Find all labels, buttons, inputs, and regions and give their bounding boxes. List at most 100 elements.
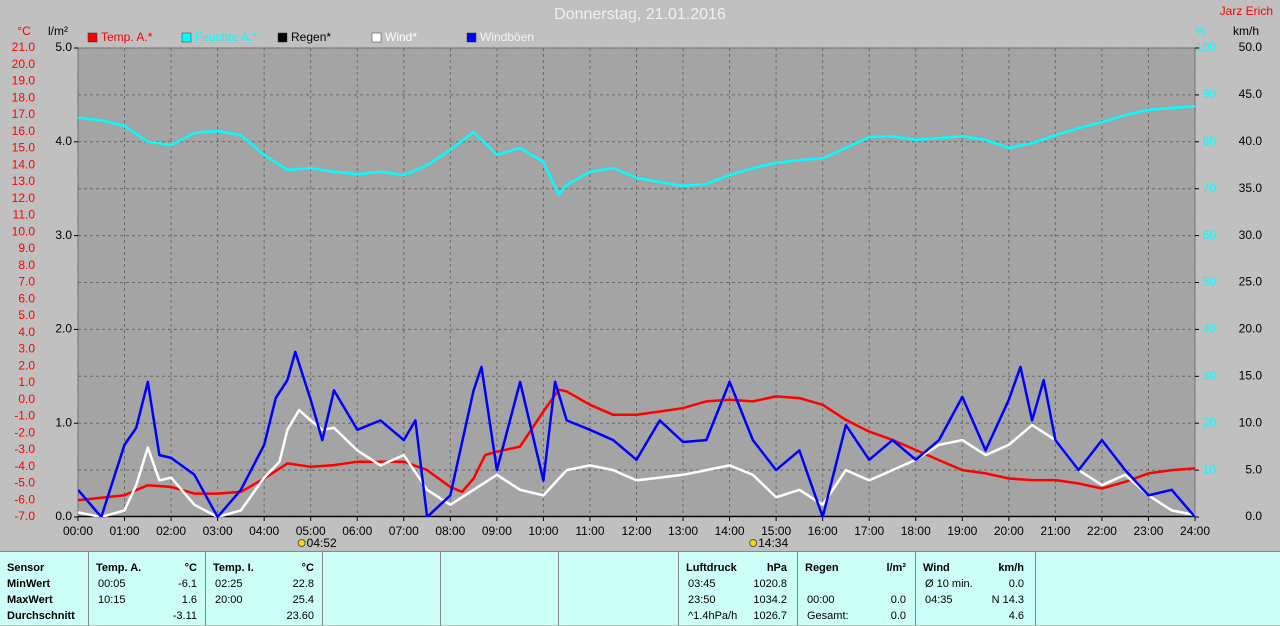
legend-label: Feuchte A.*	[195, 30, 257, 44]
y4-tick-label: 35.0	[1239, 181, 1263, 195]
y3-tick-label: 60	[1203, 228, 1217, 242]
y3-tick-label: 40	[1203, 322, 1217, 336]
y-tick-label: 5.0	[18, 308, 35, 322]
sun-marker-label: 14:34	[758, 536, 788, 550]
y-tick-label: 4.0	[18, 325, 35, 339]
divider	[88, 552, 89, 626]
legend-label: Windböen	[480, 30, 534, 44]
stats-value: 25.4	[292, 594, 314, 606]
divider	[797, 552, 798, 626]
stats-value: 0.0	[890, 594, 906, 606]
y2-tick-label: 2.0	[55, 322, 72, 336]
stats-header: Regen	[805, 562, 839, 574]
y-tick-label: 3.0	[18, 342, 35, 356]
y-tick-label: 6.0	[18, 291, 35, 305]
stats-row-label: 23:50	[688, 594, 716, 606]
y-tick-label: 13.0	[12, 174, 36, 188]
stats-block: Wind km/h Ø 10 min. 0.0 04:35 N 14.3 4.6	[915, 552, 1032, 626]
y-tick-label: 2.0	[18, 358, 35, 372]
y-tick-label: 12.0	[12, 191, 36, 205]
divider	[205, 552, 206, 626]
x-tick-label: 15:00	[761, 524, 791, 538]
divider	[915, 552, 916, 626]
x-tick-label: 19:00	[947, 524, 977, 538]
y-tick-label: 15.0	[12, 141, 36, 155]
y4-tick-label: 45.0	[1239, 87, 1263, 101]
x-tick-label: 09:00	[482, 524, 512, 538]
stats-block: Temp. A. °C 00:05 -6.1 10:15 1.6 -3.11	[88, 552, 205, 626]
y2-tick-label: 3.0	[55, 228, 72, 242]
stats-row-label: MaxWert	[7, 594, 53, 606]
y3-tick-label: 30	[1203, 368, 1217, 382]
legend-swatch	[371, 32, 382, 43]
stats-header: Temp. I.	[213, 562, 254, 574]
stats-row-label: ^1.4hPa/h	[688, 610, 738, 622]
stats-table: Sensor MinWert MaxWert Durchschnitt Temp. A.…	[0, 551, 1280, 626]
sun-marker	[297, 539, 306, 547]
sun-marker	[749, 539, 758, 547]
x-tick-label: 11:00	[575, 524, 604, 538]
y3-tick-label: 70	[1203, 181, 1217, 195]
stats-row-label: MinWert	[7, 578, 51, 590]
y-tick-label: 9.0	[18, 241, 35, 255]
x-tick-label: 20:00	[994, 524, 1024, 538]
stats-value: 1020.8	[753, 578, 787, 590]
y2-tick-label: 0.0	[55, 509, 72, 523]
stats-row-label: 20:00	[215, 594, 243, 606]
y2-tick-label: 4.0	[55, 134, 72, 148]
stats-value: 0.0	[1008, 578, 1024, 590]
y-tick-label: -5.0	[14, 476, 35, 490]
divider	[558, 552, 559, 626]
y4-tick-label: 30.0	[1239, 228, 1263, 242]
legend-swatch	[181, 32, 192, 43]
divider	[440, 552, 441, 626]
stats-header: Temp. A.	[96, 562, 142, 574]
stats-row-label: 03:45	[688, 578, 716, 590]
stats-value: 1026.7	[753, 610, 787, 622]
x-tick-label: 05:00	[296, 524, 326, 538]
divider	[1035, 552, 1036, 626]
y-tick-label: 18.0	[12, 90, 36, 104]
stats-unit: °C	[301, 562, 314, 574]
x-tick-label: 18:00	[901, 524, 931, 538]
y-tick-label: 8.0	[18, 258, 35, 272]
y-axis-unit: °C	[17, 24, 31, 38]
stats-row-label: 04:35	[925, 594, 953, 606]
stats-value: -6.1	[178, 578, 197, 590]
y4-tick-label: 10.0	[1239, 415, 1263, 429]
stats-header: Wind	[923, 562, 950, 574]
stats-row-label: Durchschnitt	[7, 610, 75, 622]
y4-tick-label: 25.0	[1239, 275, 1263, 289]
stats-value: N 14.3	[991, 594, 1024, 606]
legend-label: Wind*	[385, 30, 417, 44]
x-tick-label: 08:00	[435, 524, 465, 538]
y4-tick-label: 50.0	[1239, 40, 1263, 54]
series-line	[78, 388, 1195, 502]
x-tick-label: 23:00	[1133, 524, 1163, 538]
stats-unit: °C	[184, 562, 197, 574]
x-tick-label: 01:00	[110, 524, 140, 538]
y-tick-label: 17.0	[12, 107, 36, 121]
stats-row-label: 02:25	[215, 578, 243, 590]
y2-axis-unit: l/m²	[48, 24, 68, 38]
y3-tick-label: 50	[1203, 275, 1217, 289]
stats-value: 23.60	[286, 610, 314, 622]
stats-value: 0.0	[890, 610, 906, 622]
x-tick-label: 21:00	[1040, 524, 1070, 538]
x-tick-label: 02:00	[156, 524, 186, 538]
y-tick-label: 14.0	[12, 157, 36, 171]
x-tick-label: 24:00	[1180, 524, 1210, 538]
stats-row-label: Ø 10 min.	[925, 578, 973, 590]
stats-block: Regen l/m² 00:00 0.0 Gesamt: 0.0	[797, 552, 914, 626]
x-tick-label: 00:00	[63, 524, 93, 538]
sun-marker-label: 04:52	[307, 536, 337, 550]
chart: Donnerstag, 21.01.2016 Jarz Erich °C l/m…	[12, 4, 1273, 550]
legend-swatch	[466, 32, 477, 43]
x-tick-label: 12:00	[621, 524, 651, 538]
stats-header: Luftdruck	[686, 562, 737, 574]
x-tick-label: 10:00	[528, 524, 558, 538]
y-tick-label: -1.0	[14, 409, 35, 423]
stats-unit: l/m²	[886, 562, 906, 574]
x-tick-label: 04:00	[249, 524, 279, 538]
